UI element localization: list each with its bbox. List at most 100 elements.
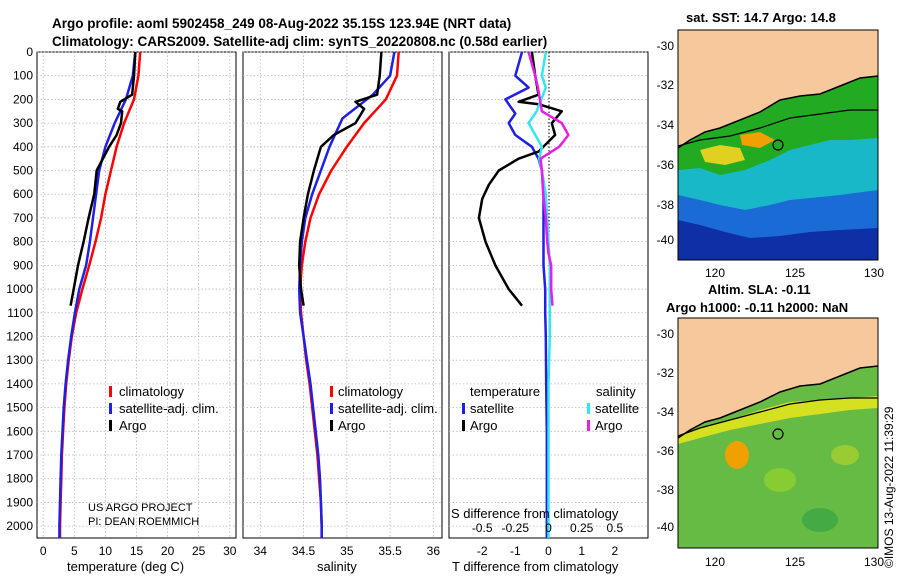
depth-tick: 1900 — [6, 495, 33, 509]
diff-legend-marker-s-satellite — [587, 403, 590, 414]
salinity-x-label: salinity — [317, 559, 357, 574]
sal-legend-satellite: satellite-adj. clim. — [338, 401, 438, 416]
sla-map-frame — [677, 317, 879, 549]
sst-map: sat. SST: 14.7 Argo: 14.8 -30 -32 -34 -3… — [657, 10, 885, 280]
depth-tick: 1600 — [6, 424, 33, 438]
sal-legend-argo: Argo — [338, 418, 365, 433]
salinity-x-ticks: 34 34.5 35 35.5 36 — [254, 544, 441, 558]
sla-eddy — [831, 445, 859, 465]
difference-panel: -2 -1 0 1 2 -0.5 -0.25 0 0.25 0.5 S difference f… — [448, 51, 649, 574]
s-difference-tick: -0.25 — [502, 521, 530, 535]
figure-title-line1: Argo profile: aoml 5902458_249 08-Aug-20… — [52, 16, 511, 31]
temperature-series — [58, 51, 142, 538]
sla-coastline — [677, 365, 879, 439]
salinity-x-tick: 36 — [427, 544, 441, 558]
sla-map: Altim. SLA: -0.11 Argo h1000: -0.11 h200… — [657, 282, 885, 569]
salinity-x-tick: 34.5 — [292, 544, 316, 558]
depth-tick: 1100 — [7, 306, 33, 320]
sst-lon-tick: 120 — [705, 266, 725, 280]
difference-x-tick: 2 — [611, 544, 618, 558]
salinity-panel: 34 34.5 35 35.5 36 salinity climatology sate… — [242, 51, 443, 574]
salinity-x-tick: 35.5 — [378, 544, 402, 558]
diff-legend-s-argo: Argo — [595, 418, 622, 433]
depth-tick: 100 — [13, 69, 33, 83]
temperature-panel: 0 5 10 15 20 25 30 0 100 200 300 400 500 600 700 800 90… — [6, 45, 236, 574]
salinity-x-tick: 34 — [254, 544, 268, 558]
sla-lat-tick: -40 — [657, 520, 675, 534]
s-difference-tick: 0.5 — [606, 521, 623, 535]
sla-shelf-contour — [677, 397, 878, 437]
legend-climatology: climatology — [119, 384, 185, 399]
legend-marker-climatology — [109, 386, 112, 397]
difference-line-temperature-satellite — [504, 51, 549, 538]
sst-warm-patch — [700, 145, 745, 165]
s-difference-tick: 0.25 — [570, 521, 594, 535]
figure-title-line2: Climatology: CARS2009. Satellite-adj cli… — [52, 34, 547, 49]
sla-lon-ticks: 120 125 130 — [705, 555, 884, 569]
sla-argo-location — [772, 428, 784, 440]
salinity-line-climatology — [298, 51, 400, 538]
salinity-legend: climatology satellite-adj. clim. Argo — [330, 384, 438, 433]
sal-legend-marker-argo — [330, 420, 333, 431]
sal-legend-marker-satellite — [330, 403, 333, 414]
salinity-line-argo — [297, 51, 383, 306]
sst-lon-tick: 125 — [785, 266, 805, 280]
sla-lat-tick: -30 — [657, 327, 675, 341]
sst-argo-location — [772, 139, 784, 151]
sla-lon-tick: 120 — [705, 555, 725, 569]
temperature-line-argo — [69, 51, 137, 306]
sst-lat-ticks: -30 -32 -34 -36 -38 -40 — [657, 39, 675, 247]
legend-group-salinity: salinity — [596, 384, 636, 399]
t-difference-label: T difference from climatology — [452, 559, 619, 574]
difference-line-salinity-argo — [527, 51, 570, 306]
difference-line-temperature-argo — [477, 51, 564, 307]
salinity-series — [297, 51, 400, 538]
sla-eddy — [764, 468, 796, 492]
salinity-difference-ticks: -0.5 -0.25 0 0.25 0.5 — [472, 521, 624, 535]
temperature-x-tick: 20 — [161, 544, 175, 558]
difference-x-tick: -2 — [477, 544, 488, 558]
sla-map-title1: Altim. SLA: -0.11 — [708, 282, 811, 297]
sla-lat-tick: -32 — [657, 366, 675, 380]
sla-lon-tick: 130 — [864, 555, 884, 569]
sst-map-title: sat. SST: 14.7 Argo: 14.8 — [686, 10, 836, 25]
difference-x-tick: 1 — [578, 544, 585, 558]
depth-tick: 700 — [13, 211, 33, 225]
diff-legend-t-argo: Argo — [470, 418, 497, 433]
sst-lon-ticks: 120 125 130 — [705, 266, 884, 280]
depth-tick: 2000 — [6, 519, 33, 533]
sla-lat-tick: -34 — [657, 405, 675, 419]
depth-ticks: 0 100 200 300 400 500 600 700 800 900 1000 1100 1200… — [6, 45, 33, 533]
sla-eddy — [802, 508, 838, 532]
depth-tick: 1500 — [6, 401, 33, 415]
temperature-x-ticks: 0 5 10 15 20 25 30 — [40, 544, 237, 558]
temperature-x-tick: 5 — [71, 544, 78, 558]
temperature-x-tick: 10 — [99, 544, 113, 558]
depth-tick: 400 — [13, 140, 33, 154]
temperature-line-satellite-adj-clim- — [58, 51, 137, 538]
depth-tick: 300 — [13, 116, 33, 130]
temperature-x-tick: 0 — [40, 544, 47, 558]
sla-eddy-warm — [725, 441, 749, 469]
difference-x-tick: 0 — [545, 544, 552, 558]
sst-lat-tick: -30 — [657, 39, 675, 53]
depth-tick: 1200 — [6, 329, 33, 343]
project-note: US ARGO PROJECT — [88, 502, 193, 514]
diff-legend-marker-s-argo — [587, 420, 590, 431]
temperature-x-tick: 30 — [223, 544, 237, 558]
s-difference-tick: -0.5 — [472, 521, 493, 535]
sla-shelf-high — [678, 396, 878, 444]
temperature-grid — [37, 51, 236, 538]
depth-tick: 200 — [13, 92, 33, 106]
sst-ocean-darkblue — [678, 220, 878, 260]
sla-lon-tick: 125 — [785, 555, 805, 569]
diff-legend-marker-t-satellite — [462, 403, 465, 414]
sst-coastline — [677, 75, 879, 149]
sst-lon-tick: 130 — [864, 266, 884, 280]
sst-hot-patch — [740, 132, 775, 148]
difference-x-tick: -1 — [510, 544, 521, 558]
diff-legend-marker-t-argo — [462, 420, 465, 431]
legend-group-temperature: temperature — [470, 384, 540, 399]
sla-map-title2: Argo h1000: -0.11 h2000: NaN — [666, 300, 848, 315]
copyright-stamp: ©IMOS 13-Aug-2022 11:39:29 — [882, 406, 896, 568]
